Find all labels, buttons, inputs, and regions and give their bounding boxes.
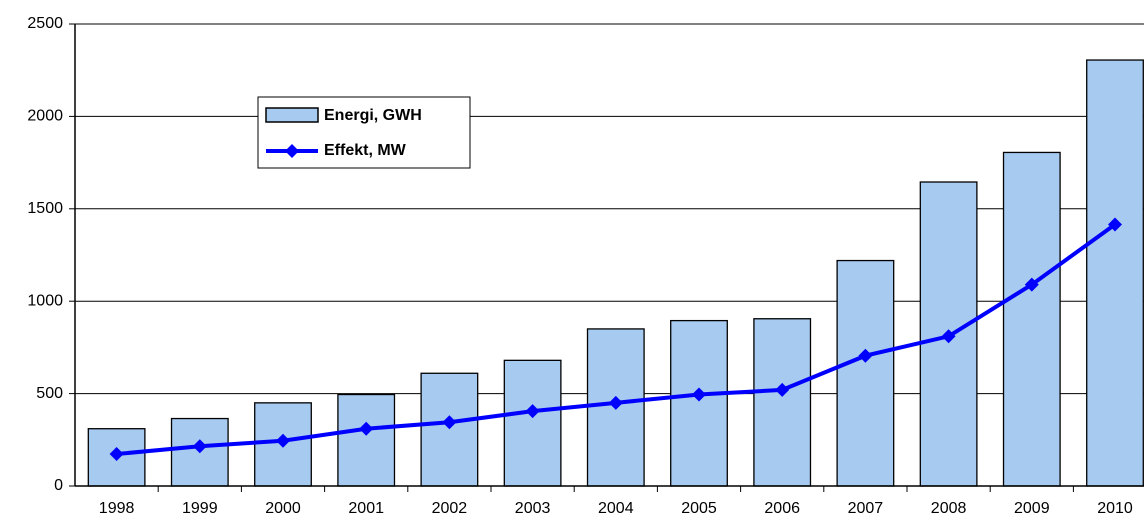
x-tick-label: 2008 xyxy=(931,500,967,517)
bar xyxy=(503,359,562,487)
bar xyxy=(670,319,728,487)
bar xyxy=(1086,59,1144,487)
marker xyxy=(858,348,873,363)
legend-label: Effekt, MW xyxy=(324,142,407,159)
marker xyxy=(276,433,290,448)
marker xyxy=(192,439,207,454)
x-tick-label: 2004 xyxy=(598,500,634,517)
marker xyxy=(109,447,124,462)
x-tick-label: 2000 xyxy=(265,500,301,517)
bar xyxy=(836,259,895,487)
legend-swatch xyxy=(265,107,319,123)
x-tick-label: 2003 xyxy=(515,500,551,517)
x-tick-label: 2009 xyxy=(1014,500,1050,517)
marker xyxy=(359,421,374,436)
marker xyxy=(941,329,956,344)
y-tick-label: 1000 xyxy=(27,292,63,309)
marker xyxy=(692,387,706,402)
x-tick-label: 2002 xyxy=(432,500,468,517)
x-tick-label: 2001 xyxy=(348,500,384,517)
marker xyxy=(525,404,540,419)
y-tick-label: 2000 xyxy=(27,108,63,125)
legend-label: Energi, GWH xyxy=(324,107,422,124)
x-tick-label: 1998 xyxy=(99,500,135,517)
bar xyxy=(420,372,479,487)
marker xyxy=(1024,277,1039,292)
marker xyxy=(608,395,623,410)
x-tick-label: 2010 xyxy=(1097,500,1133,517)
marker xyxy=(775,382,790,397)
bar xyxy=(1002,151,1061,487)
legend: Energi, GWH Effekt, MW xyxy=(257,96,471,169)
marker xyxy=(442,415,457,430)
x-tick-label: 1999 xyxy=(182,500,218,517)
x-tick-label: 2007 xyxy=(848,500,884,517)
marker xyxy=(1108,217,1122,232)
x-tick-label: 2005 xyxy=(681,500,717,517)
y-tick-label: 1500 xyxy=(27,200,63,217)
y-tick-label: 500 xyxy=(36,385,63,402)
y-tick-label: 2500 xyxy=(27,15,63,32)
y-tick-label: 0 xyxy=(54,477,63,494)
legend-swatch xyxy=(285,144,299,158)
x-tick-label: 2006 xyxy=(764,500,800,517)
bar xyxy=(337,393,396,487)
bar xyxy=(753,318,812,487)
